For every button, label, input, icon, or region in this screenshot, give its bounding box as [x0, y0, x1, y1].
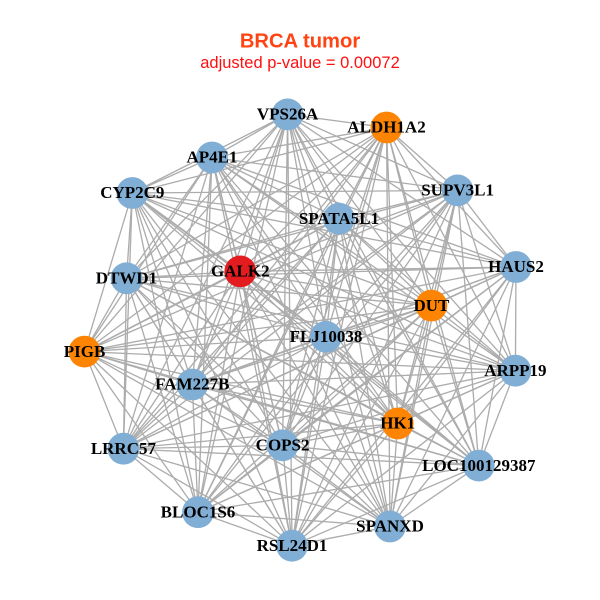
svg-text:adjusted p-value = 0.00072: adjusted p-value = 0.00072 [200, 54, 400, 72]
svg-text:AP4E1: AP4E1 [187, 148, 238, 167]
svg-text:SUPV3L1: SUPV3L1 [421, 181, 494, 200]
svg-text:FLJ10038: FLJ10038 [290, 327, 363, 346]
svg-text:HAUS2: HAUS2 [488, 257, 544, 276]
svg-text:PIGB: PIGB [64, 342, 106, 361]
svg-text:DUT: DUT [413, 296, 450, 315]
svg-text:SPATA5L1: SPATA5L1 [299, 209, 379, 228]
svg-text:ARPP19: ARPP19 [484, 361, 546, 380]
svg-text:FAM227B: FAM227B [155, 375, 229, 394]
svg-text:ALDH1A2: ALDH1A2 [347, 118, 425, 137]
svg-text:CYP2C9: CYP2C9 [100, 183, 164, 202]
svg-text:LRRC57: LRRC57 [91, 439, 157, 458]
svg-text:LOC100129387: LOC100129387 [422, 456, 536, 475]
svg-text:COPS2: COPS2 [256, 436, 310, 455]
svg-text:HK1: HK1 [380, 414, 415, 433]
svg-text:DTWD1: DTWD1 [96, 269, 157, 288]
svg-text:RSL24D1: RSL24D1 [257, 536, 328, 555]
svg-text:BLOC1S6: BLOC1S6 [161, 502, 236, 521]
svg-text:BRCA tumor: BRCA tumor [240, 31, 361, 53]
svg-text:GALK2: GALK2 [211, 262, 270, 281]
svg-text:SPANXD: SPANXD [356, 517, 424, 536]
svg-text:VPS26A: VPS26A [257, 105, 319, 124]
